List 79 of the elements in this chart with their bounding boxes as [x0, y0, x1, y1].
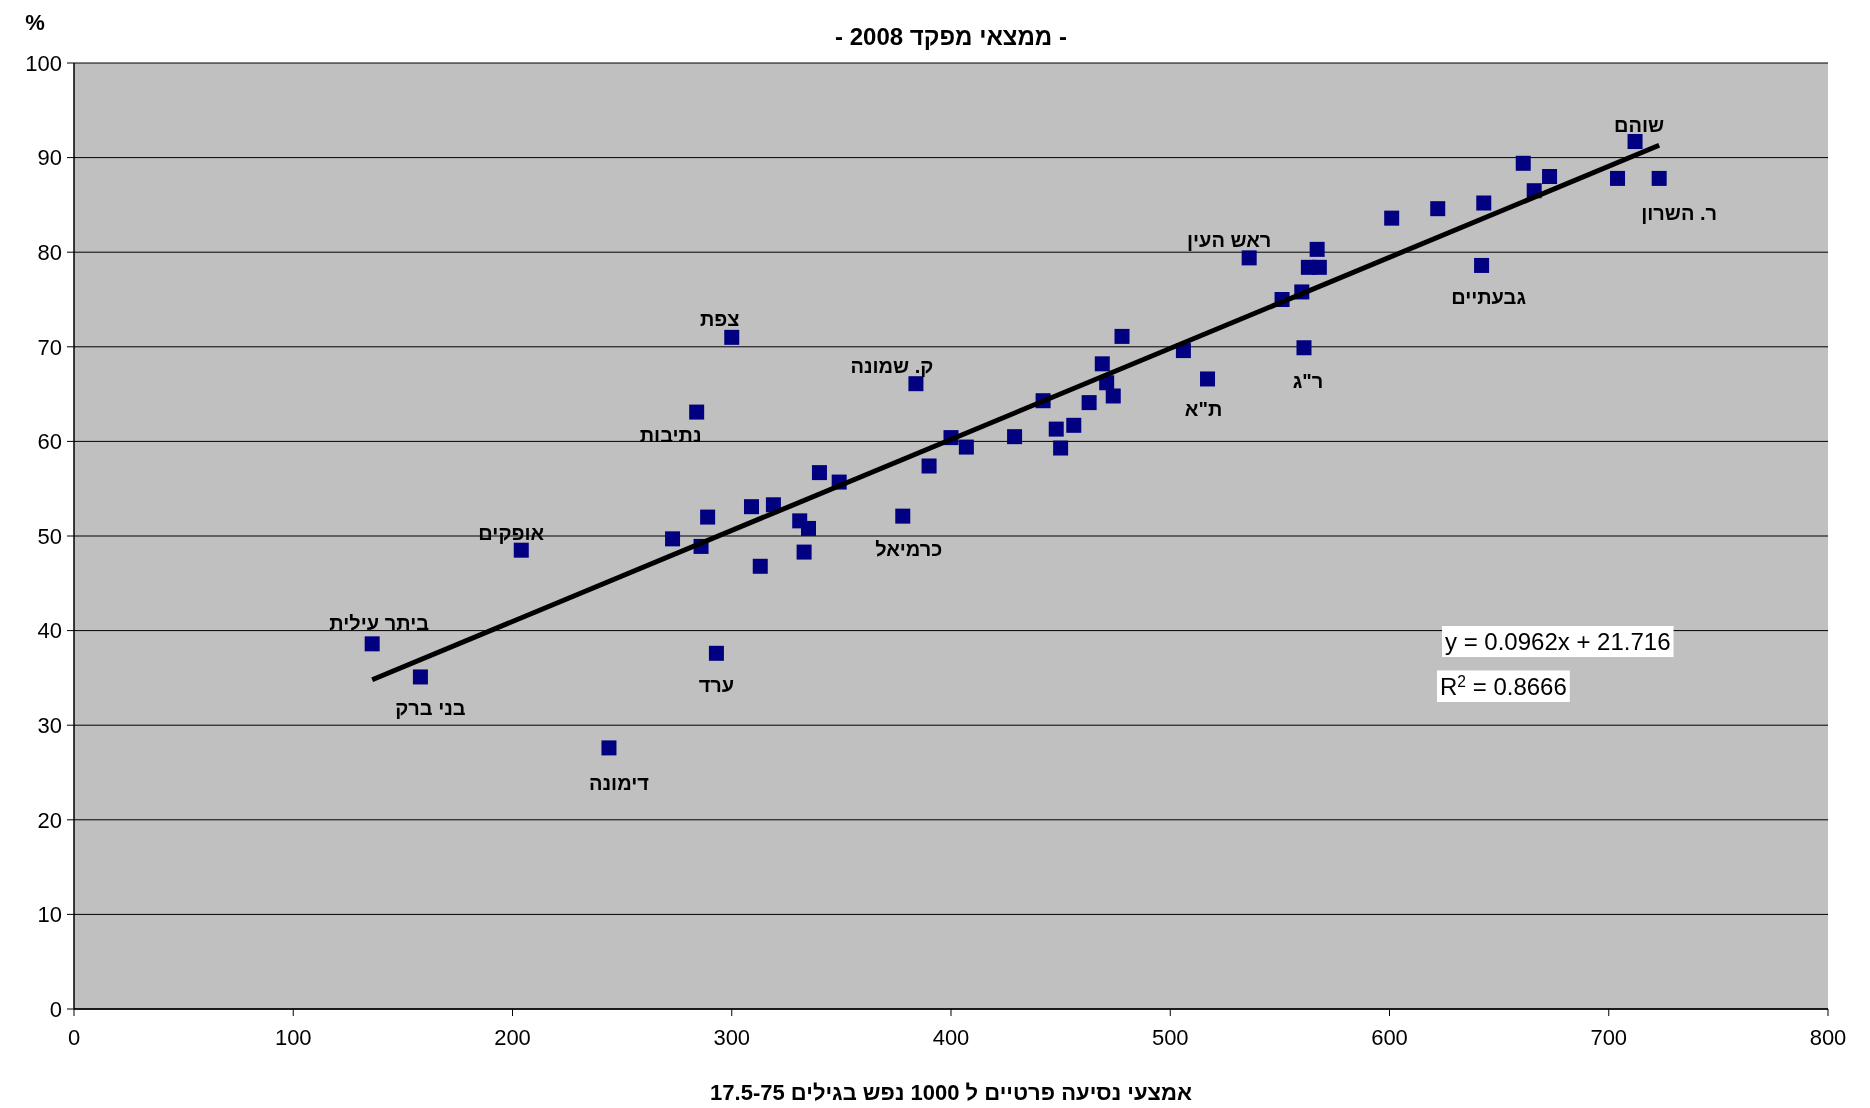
- annotation: ביתר עילית: [329, 611, 430, 634]
- point: [908, 376, 924, 392]
- point: [811, 465, 827, 481]
- point: [1384, 210, 1400, 226]
- x-tick-label: 200: [494, 1025, 531, 1050]
- annotation: ערד: [698, 674, 735, 697]
- point: [1105, 388, 1121, 404]
- annotation: ר. השרון: [1641, 202, 1718, 225]
- point: [700, 509, 716, 525]
- y-tick-label: 40: [37, 618, 62, 644]
- x-tick-label: 400: [932, 1025, 970, 1050]
- point: [1430, 201, 1446, 217]
- point: [1651, 170, 1667, 186]
- chart-title: - ממצאי מפקד 2008 -: [835, 23, 1067, 50]
- point: [708, 645, 724, 661]
- point: [921, 458, 937, 474]
- point: [1296, 340, 1312, 356]
- point: [1515, 155, 1531, 171]
- annotation: כרמיאל: [875, 538, 943, 561]
- annotation: שוהם: [1614, 113, 1665, 136]
- point: [364, 636, 380, 652]
- point: [1474, 257, 1490, 273]
- annotation: R$^{2}$ = 0.8666: [1440, 672, 1567, 700]
- annotation: ק. שמונה: [850, 354, 934, 377]
- point: [1311, 259, 1327, 275]
- point: [1053, 440, 1069, 456]
- point: [1007, 429, 1023, 445]
- point: [743, 499, 759, 515]
- point: [1542, 169, 1558, 185]
- point: [1094, 356, 1110, 372]
- x-tick-label: 500: [1151, 1025, 1189, 1050]
- y-tick-label: 90: [37, 145, 62, 171]
- point: [724, 329, 740, 345]
- point: [1241, 250, 1257, 266]
- y-axis-title: %: [25, 10, 45, 35]
- x-tick-label: 300: [713, 1025, 751, 1050]
- point: [1476, 195, 1492, 211]
- y-tick-label: 60: [37, 429, 62, 455]
- y-tick-label: 100: [25, 50, 62, 76]
- annotation: ת"א: [1184, 397, 1223, 420]
- point: [752, 558, 768, 574]
- y-tick-label: 80: [37, 239, 62, 265]
- annotation: ר"ג: [1292, 369, 1324, 392]
- point: [1081, 395, 1097, 411]
- point: [958, 439, 974, 455]
- y-tick-label: 50: [37, 523, 62, 549]
- y-tick-label: 10: [37, 902, 62, 928]
- point: [601, 740, 617, 756]
- point: [800, 520, 816, 536]
- annotation: דימונה: [588, 771, 650, 794]
- point: [1114, 328, 1130, 344]
- point: [1048, 421, 1064, 437]
- y-tick-label: 20: [37, 807, 62, 833]
- point: [1309, 241, 1325, 257]
- point: [1610, 170, 1626, 186]
- point: [1200, 371, 1216, 387]
- point: [689, 404, 705, 420]
- point: [895, 508, 911, 524]
- x-tick-label: 0: [67, 1025, 81, 1050]
- annotation: y = 0.0962x + 21.716: [1445, 628, 1671, 655]
- annotation: צפת: [699, 308, 740, 331]
- point: [796, 544, 812, 560]
- x-tick-label: 600: [1371, 1025, 1408, 1050]
- annotation: בני ברק: [395, 696, 466, 719]
- y-tick-label: 70: [37, 334, 62, 360]
- x-axis-title: אמצעי נסיעה פרטיים ל 1000 נפש בגילים 17.5-75: [710, 1080, 1192, 1105]
- point: [412, 669, 428, 685]
- point: [665, 531, 681, 547]
- x-tick-label: 700: [1590, 1025, 1628, 1050]
- annotation: נתיבות: [639, 424, 702, 447]
- point: [1066, 417, 1082, 433]
- annotation: גבעתיים: [1451, 286, 1527, 309]
- y-tick-label: 0: [49, 996, 62, 1022]
- point: [1627, 134, 1643, 150]
- x-tick-label: 100: [274, 1025, 312, 1050]
- annotation: אופקים: [478, 522, 545, 545]
- x-tick-label: 800: [1809, 1025, 1847, 1050]
- y-tick-label: 30: [37, 712, 62, 738]
- annotation: ראש העין: [1186, 228, 1272, 251]
